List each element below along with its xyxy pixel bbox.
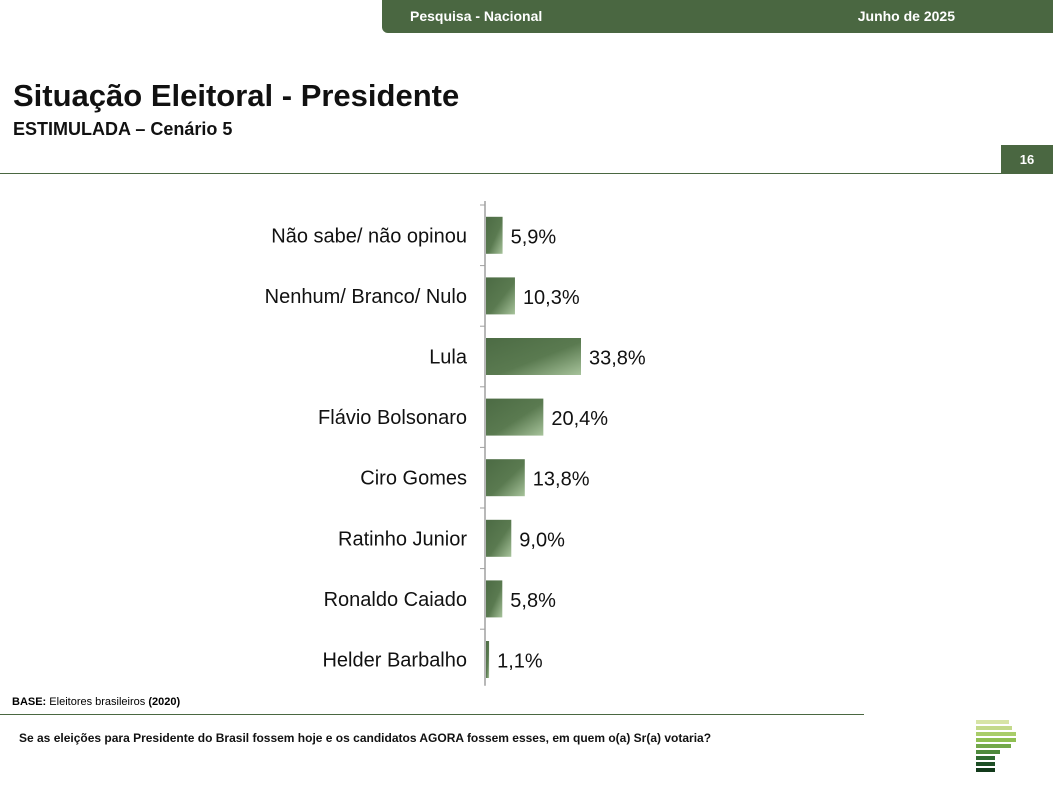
page-subtitle: ESTIMULADA – Cenário 5	[13, 119, 233, 139]
page-title: Situação Eleitoral - Presidente	[13, 78, 460, 113]
bar	[486, 216, 503, 254]
company-logo	[976, 720, 1016, 772]
bar	[486, 641, 490, 678]
value-label: 9,0%	[519, 529, 565, 551]
value-label: 1,1%	[497, 651, 543, 673]
base-label: BASE:	[12, 696, 47, 708]
date-label: Junho de 2025	[857, 8, 955, 24]
category-label: Ronaldo Caiado	[324, 589, 467, 611]
value-label: 20,4%	[551, 408, 608, 430]
survey-label: Pesquisa - Nacional	[410, 8, 543, 24]
bar	[486, 519, 512, 557]
base-text: Eleitores brasileiros	[49, 696, 146, 708]
category-label: Ratinho Junior	[338, 528, 467, 550]
bar	[486, 398, 544, 436]
bar	[486, 580, 503, 618]
top-banner: Pesquisa - Nacional Junho de 2025	[382, 0, 1053, 33]
category-label: Ciro Gomes	[360, 468, 467, 490]
base-note: BASE: Eleitores brasileiros (2020)	[12, 696, 180, 708]
category-label: Nenhum/ Branco/ Nulo	[265, 286, 467, 308]
survey-question: Se as eleições para Presidente do Brasil…	[19, 731, 712, 745]
footer-divider	[0, 714, 864, 715]
category-label: Helder Barbalho	[322, 650, 467, 672]
bar-chart: Não sabe/ não opinou 5,9% Nenhum/ Branco/ …	[265, 201, 646, 686]
value-label: 33,8%	[589, 348, 646, 370]
bar	[486, 459, 525, 497]
base-count: (2020)	[148, 696, 181, 708]
value-label: 5,9%	[511, 226, 557, 248]
bar	[486, 338, 581, 375]
page-number-badge: 16	[1001, 145, 1053, 173]
category-label: Flávio Bolsonaro	[318, 407, 467, 429]
bar	[486, 277, 515, 315]
value-label: 5,8%	[510, 590, 556, 612]
value-label: 10,3%	[523, 287, 580, 309]
category-label: Não sabe/ não opinou	[271, 225, 467, 247]
category-label: Lula	[429, 347, 468, 369]
value-label: 13,8%	[533, 469, 590, 491]
header-divider	[0, 173, 1053, 174]
